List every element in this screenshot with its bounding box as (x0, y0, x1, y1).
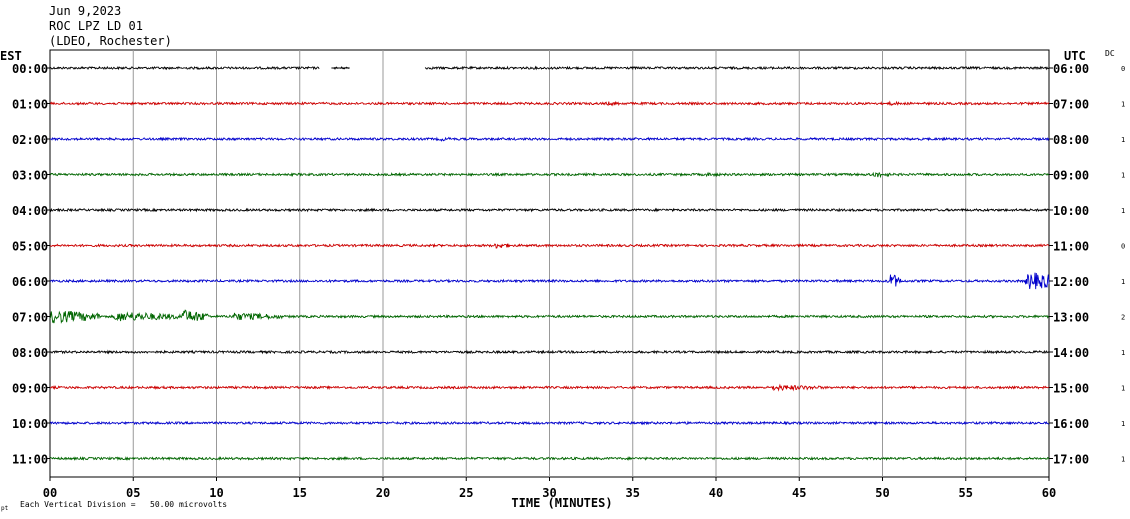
est-hour-label: 08:00 (12, 346, 48, 360)
x-tick-label-30: 30 (542, 486, 556, 500)
trace-line-0100 (49, 100, 1050, 107)
est-hour-label: 04:00 (12, 204, 48, 218)
trace-line-0200 (49, 136, 1050, 142)
dc-offset-value: 1 (1121, 278, 1125, 286)
trace-line-0600 (49, 272, 1050, 290)
dc-offset-value: 1 (1121, 172, 1125, 180)
utc-axis-label: UTC (1064, 49, 1086, 63)
dc-offset-value: 1 (1121, 349, 1125, 357)
dc-offset-value: 2 (1121, 314, 1125, 322)
utc-hour-label: 13:00 (1053, 311, 1089, 325)
trace-line-0000 (424, 65, 1050, 71)
trace-line-1100 (49, 456, 1050, 461)
x-tick-label-10: 10 (209, 486, 223, 500)
trace-line-0800 (49, 349, 1050, 355)
trace-line-0500 (49, 242, 1050, 249)
x-tick-label-00: 00 (43, 486, 57, 500)
est-hour-label: 10:00 (12, 417, 48, 431)
utc-hour-label: 07:00 (1053, 98, 1089, 112)
utc-hour-label: 09:00 (1053, 169, 1089, 183)
footnote-mark: pt (1, 505, 9, 512)
chart-date: Jun 9,2023 (49, 4, 122, 18)
x-tick-label-45: 45 (792, 486, 806, 500)
x-tick-label-60: 60 (1042, 486, 1056, 500)
grid-layer (46, 49, 1053, 481)
x-tick-label-35: 35 (626, 486, 640, 500)
trace-line-1000 (49, 420, 1050, 426)
est-hour-label: 05:00 (12, 240, 48, 254)
station-label: ROC LPZ LD 01 (49, 19, 143, 33)
x-tick-label-20: 20 (376, 486, 390, 500)
est-hour-label: 07:00 (12, 311, 48, 325)
x-tick-label-15: 15 (293, 486, 307, 500)
dc-offset-value: 1 (1121, 456, 1125, 464)
utc-hour-label: 11:00 (1053, 240, 1089, 254)
utc-hour-label: 06:00 (1053, 62, 1089, 76)
x-tick-label-05: 05 (126, 486, 140, 500)
est-axis-label: EST (0, 49, 22, 63)
x-tick-label-50: 50 (875, 486, 889, 500)
utc-hour-label: 12:00 (1053, 275, 1089, 289)
dc-label: DC (1105, 49, 1115, 58)
dc-offset-value: 1 (1121, 207, 1125, 215)
est-hour-label: 09:00 (12, 382, 48, 396)
scale-footnote: Each Vertical Division = 50.00 microvolt… (20, 500, 227, 509)
utc-hour-label: 15:00 (1053, 382, 1089, 396)
trace-line-0900 (49, 383, 1050, 392)
x-tick-label-55: 55 (959, 486, 973, 500)
dc-offset-value: 1 (1121, 136, 1125, 144)
network-label: (LDEO, Rochester) (49, 34, 172, 48)
utc-hour-label: 10:00 (1053, 204, 1089, 218)
utc-hour-label: 14:00 (1053, 346, 1089, 360)
est-hour-label: 00:00 (12, 62, 48, 76)
x-axis-title: TIME (MINUTES) (511, 496, 612, 510)
utc-hour-label: 17:00 (1053, 453, 1089, 467)
trace-line-0400 (49, 207, 1050, 213)
x-tick-label-25: 25 (459, 486, 473, 500)
trace-layer (49, 65, 1050, 461)
est-hour-label: 01:00 (12, 98, 48, 112)
trace-line-0700 (49, 309, 1050, 324)
dc-offset-value: 1 (1121, 101, 1125, 109)
est-hour-label: 03:00 (12, 169, 48, 183)
x-tick-label-40: 40 (709, 486, 723, 500)
dc-offset-value: 0 (1121, 65, 1125, 73)
est-hour-label: 02:00 (12, 133, 48, 147)
utc-hour-label: 08:00 (1053, 133, 1089, 147)
utc-hour-label: 16:00 (1053, 417, 1089, 431)
dc-offset-value: 1 (1121, 385, 1125, 393)
trace-line-0000 (49, 65, 320, 71)
trace-line-0300 (49, 171, 1050, 179)
est-hour-label: 11:00 (12, 453, 48, 467)
dc-offset-value: 1 (1121, 420, 1125, 428)
dc-offset-value: 0 (1121, 243, 1125, 251)
est-hour-label: 06:00 (12, 275, 48, 289)
